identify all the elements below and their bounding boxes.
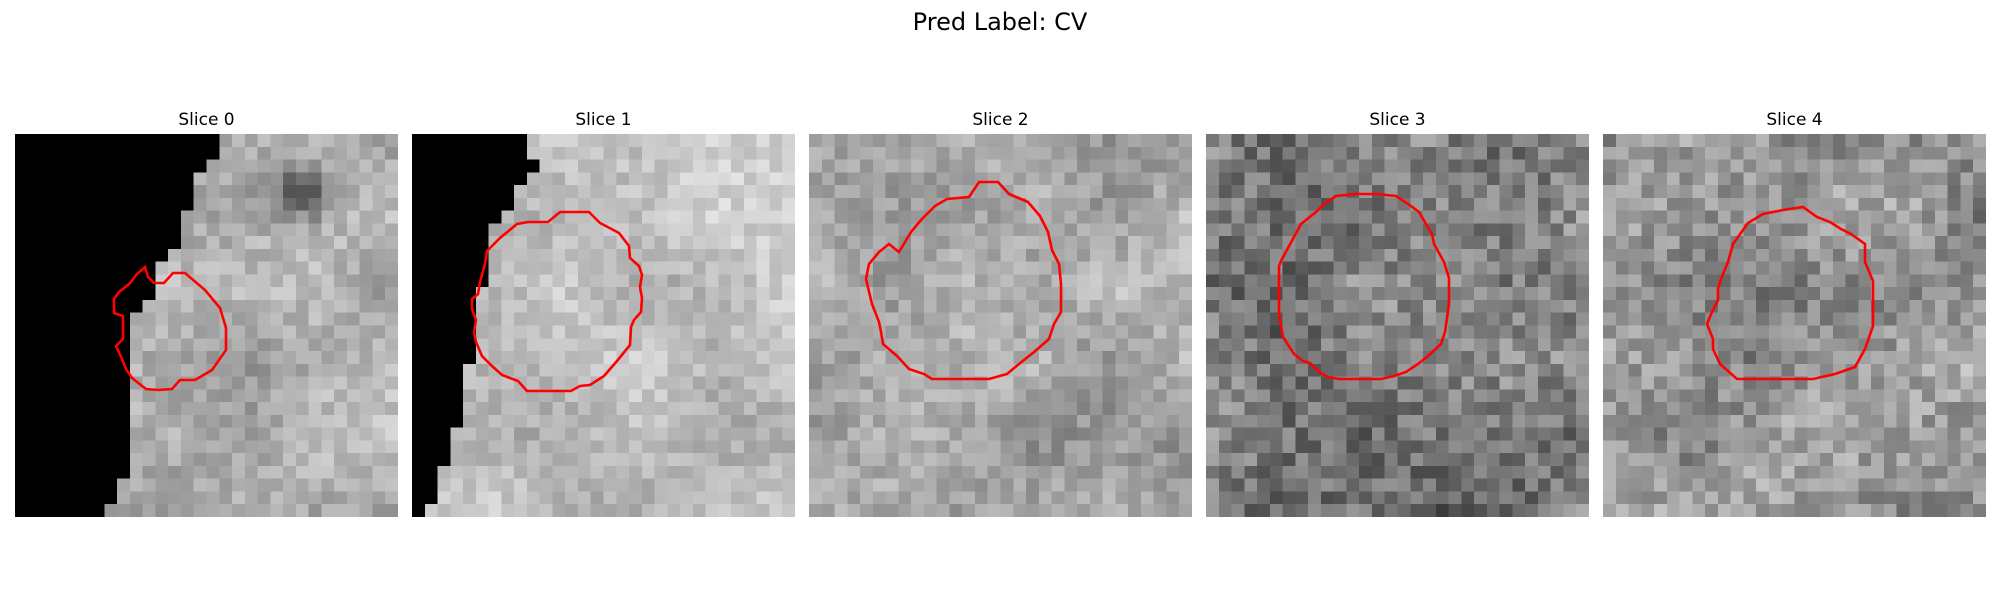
slice-title: Slice 2 (972, 110, 1029, 130)
slice-image (809, 134, 1192, 517)
slice-panel-1: Slice 1 (412, 110, 795, 517)
slice-panel-2: Slice 2 (809, 110, 1192, 517)
slice-panel-0: Slice 0 (15, 110, 398, 517)
figure-title: Pred Label: CV (912, 8, 1088, 36)
segmentation-contour (1705, 205, 1875, 381)
segmentation-contour (1277, 192, 1451, 381)
contour-line (470, 210, 644, 393)
segmentation-contour (864, 180, 1063, 381)
contour-line (1277, 192, 1451, 381)
contour-line (864, 180, 1063, 381)
slice-image (1603, 134, 1986, 517)
slice-title: Slice 3 (1369, 110, 1426, 130)
slice-panel-4: Slice 4 (1603, 110, 1986, 517)
contour-line (1705, 205, 1875, 381)
segmentation-contour (112, 264, 228, 392)
contour-line (112, 264, 228, 392)
slice-image (15, 134, 398, 517)
segmentation-contour (470, 210, 644, 393)
slice-panel-3: Slice 3 (1206, 110, 1589, 517)
slice-title: Slice 0 (178, 110, 235, 130)
slice-title: Slice 4 (1766, 110, 1823, 130)
slice-title: Slice 1 (575, 110, 632, 130)
